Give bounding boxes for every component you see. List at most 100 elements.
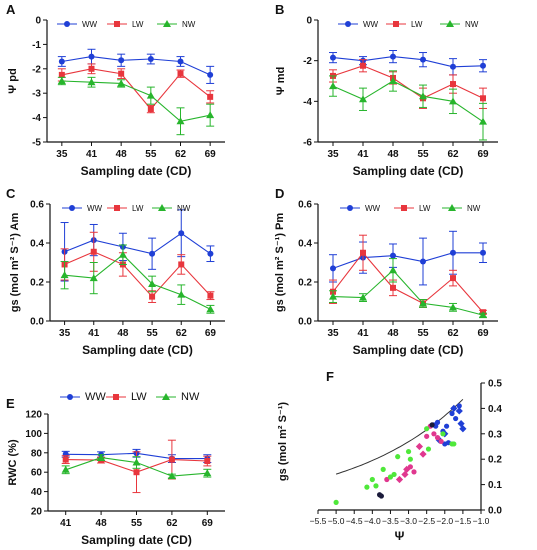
data-point [62,456,69,463]
legend-label: LW [411,20,423,29]
legend-label: NW [181,391,200,403]
data-point [450,81,456,88]
data-point [89,274,98,282]
legend-marker [446,20,454,27]
legend-marker [162,393,170,400]
scatter-point [456,403,462,409]
fit-curve [335,398,464,475]
scatter-point [378,493,384,499]
x-tick-label: 55 [417,149,429,160]
data-point [390,252,396,259]
data-point [360,62,366,69]
data-point [450,249,456,256]
scatter-group-pink [384,423,444,483]
panel-f: F0.00.10.20.30.40.5−5.5 −5.0 −4.5 −4.0 −3.5−… [277,369,502,543]
series-line [332,56,484,68]
data-point [61,465,70,473]
series-ww [57,48,215,84]
data-point [420,258,426,265]
series-line [64,253,211,310]
panel-letter: F [326,369,334,384]
data-point [60,271,69,279]
x-axis-title: Sampling date (CD) [82,343,193,357]
data-point [132,458,141,466]
x-tick-label: 62 [176,328,188,339]
series-lw [60,231,215,303]
data-point [419,92,427,100]
y-tick-label: 40 [31,487,43,498]
y-tick-label: 0.0 [298,317,312,328]
x-tick-label: −5.5 [310,516,327,526]
data-point [360,249,366,256]
x-tick-label: 35 [327,328,339,339]
data-point [480,95,486,102]
legend-label: LW [131,391,147,403]
data-point [330,265,336,272]
y-axis-title: gs (mol m² S⁻¹) [277,402,289,481]
scatter-point [405,448,412,455]
data-point [204,458,211,465]
data-point [419,299,427,307]
data-point [480,62,486,69]
scatter-point [391,471,397,478]
scatter-point [459,425,467,433]
series-nw [329,258,487,319]
data-point [389,77,397,84]
x-tick-label: 55 [131,518,143,529]
data-point [146,91,155,99]
x-tick-label: 35 [327,149,339,160]
data-point [450,63,456,70]
data-point [87,78,96,86]
legend-label: LW [419,204,431,213]
x-tick-label: −4.5 [346,516,363,526]
legend-marker [114,205,120,211]
scatter-point [384,476,390,483]
data-point [97,453,106,461]
scatter-point [443,423,450,429]
data-point [359,293,367,301]
panel-b: B -6 -4 -2 0 35 41 48 55 62 69 Sampling date (CD) Ψ … [275,2,498,178]
y-tick-label: 0.2 [488,455,502,466]
scatter-point [449,410,455,417]
data-point [206,305,215,313]
data-point [450,275,456,282]
y-tick-label: -2 [303,56,312,67]
y-tick-label: 0.0 [488,506,502,517]
x-tick-label: 41 [357,149,369,160]
panel-d: D 0.0 0.2 0.4 0.6 35 41 48 55 62 69 Sampling date (… [274,186,498,357]
data-point [207,71,214,78]
data-point [57,77,66,84]
data-point [178,261,185,268]
x-tick-label: 41 [86,149,98,160]
data-point [88,53,95,60]
scatter-point [424,433,430,439]
legend-marker [163,20,171,27]
y-tick-label: -4 [303,97,312,108]
series-line [332,252,483,269]
data-point [207,292,214,299]
scatter-point [415,442,424,451]
data-point [167,472,176,480]
data-point [149,293,156,300]
x-tick-label: 69 [205,149,217,160]
x-tick-label: 48 [387,328,399,339]
data-point [359,95,367,103]
scatter-point [429,422,435,428]
data-point [390,53,396,60]
legend-label: LW [132,204,144,213]
data-point [479,311,487,319]
scatter-point [380,466,386,472]
x-tick-label: 35 [56,149,68,160]
y-tick-label: 0.4 [488,404,502,415]
scatter-point [425,446,432,452]
y-tick-label: 0.1 [488,480,502,491]
data-point [203,469,212,477]
data-point [168,456,175,463]
data-point [479,117,487,125]
legend: WW LW NW [62,204,191,213]
y-tick-label: 0.2 [298,278,312,289]
y-tick-label: -2 [32,64,41,75]
data-point [449,303,457,311]
series-ww [329,230,487,286]
data-point [147,56,154,63]
